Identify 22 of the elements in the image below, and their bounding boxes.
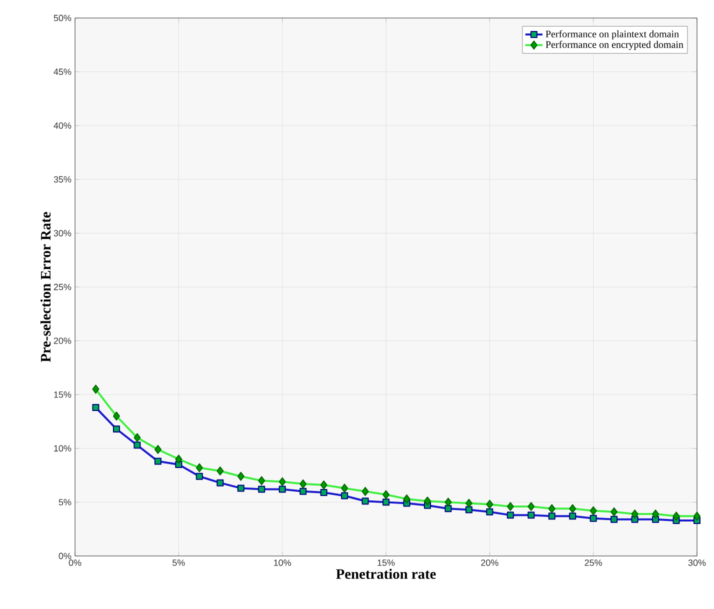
y-tick-label: 45%	[54, 68, 72, 75]
x-tick-label: 25%	[584, 560, 602, 566]
x-tick-label: 20%	[481, 560, 498, 566]
y-tick-label: 50%	[54, 14, 72, 22]
legend-label: Performance on encrypted domain	[546, 40, 684, 50]
y-tick-label: 25%	[54, 284, 72, 290]
y-tick-label: 20%	[54, 338, 72, 344]
y-tick-label: 10%	[54, 445, 72, 452]
x-axis-title: Penetration rate	[336, 568, 436, 579]
y-tick-label: 40%	[54, 122, 72, 129]
x-tick-label: 10%	[274, 560, 292, 566]
y-axis-title: Pre-selection Error Rate	[40, 212, 51, 362]
y-tick-label: 15%	[54, 391, 72, 398]
x-tick-label: 15%	[378, 560, 395, 566]
x-tick-label: 30%	[688, 560, 706, 566]
y-tick-label: 5%	[58, 499, 72, 506]
x-tick-label: 0%	[68, 560, 82, 566]
y-tick-label: 30%	[54, 230, 72, 236]
legend-label: Performance on plaintext domain	[546, 30, 679, 40]
y-tick-label: 35%	[54, 176, 72, 183]
y-tick-label: 0%	[58, 552, 72, 560]
x-tick-label: 5%	[172, 560, 185, 566]
